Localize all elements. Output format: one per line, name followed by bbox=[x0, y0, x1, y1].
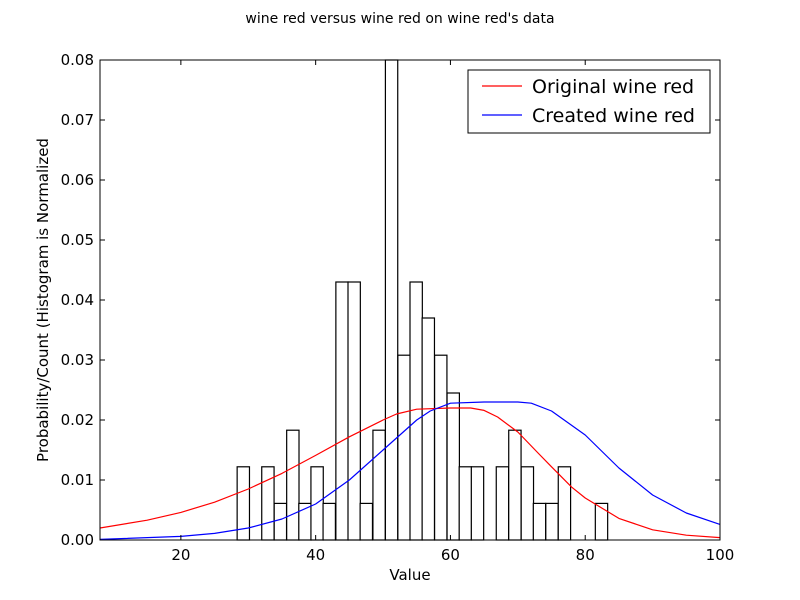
y-tick-label-2: 0.02 bbox=[61, 411, 94, 429]
y-tick-label-0: 0.00 bbox=[61, 531, 94, 549]
x-tick-label-40: 40 bbox=[306, 546, 325, 564]
histogram-bar-2 bbox=[273, 502, 288, 541]
histogram-bar-16 bbox=[446, 392, 460, 541]
y-axis: 0.00 0.01 0.02 0.03 0.04 0.05 0.06 0.07 0.08 bbox=[61, 51, 720, 549]
legend: Original wine red Created wine red bbox=[467, 69, 711, 134]
histogram-bar-8 bbox=[347, 281, 361, 541]
series-lines bbox=[99, 401, 721, 540]
histogram-bar-15 bbox=[433, 354, 448, 541]
y-axis-label: Probability/Count (Histogram is Normaliz… bbox=[34, 138, 52, 462]
y-tick-label-4: 0.04 bbox=[61, 291, 94, 309]
histogram-bar-24 bbox=[557, 466, 572, 541]
histogram-bar-23 bbox=[545, 502, 559, 541]
series-line-created-wine-red bbox=[99, 401, 721, 540]
x-tick-label-60: 60 bbox=[441, 546, 460, 564]
histogram-bar-21 bbox=[520, 466, 535, 541]
histogram-bar-6 bbox=[322, 502, 336, 541]
histogram-bar-9 bbox=[359, 502, 374, 541]
y-tick-label-3: 0.03 bbox=[61, 351, 94, 369]
y-tick-label-6: 0.06 bbox=[61, 171, 94, 189]
histogram-bar-13 bbox=[409, 281, 423, 541]
histogram-bar-10 bbox=[372, 429, 386, 541]
histogram-bar-22 bbox=[532, 502, 547, 541]
legend-frame bbox=[467, 69, 711, 134]
y-tick-label-5: 0.05 bbox=[61, 231, 94, 249]
histogram-bar-14 bbox=[421, 317, 436, 541]
histogram-bar-25 bbox=[594, 502, 609, 541]
histogram-bar-17 bbox=[458, 466, 473, 541]
histogram-bar-20 bbox=[508, 429, 522, 541]
histogram-bar-3 bbox=[286, 429, 300, 541]
legend-label-original-wine-red: Original wine red bbox=[532, 76, 694, 98]
series-line-original-wine-red bbox=[99, 407, 721, 539]
x-tick-label-20: 20 bbox=[171, 546, 190, 564]
x-tick-label-80: 80 bbox=[576, 546, 595, 564]
histogram-bar-19 bbox=[495, 466, 510, 541]
x-axis-label: Value bbox=[389, 566, 430, 584]
histogram-bar-12 bbox=[397, 354, 411, 541]
y-tick-label-8: 0.08 bbox=[61, 51, 94, 69]
x-tick-label-100: 100 bbox=[706, 546, 735, 564]
y-tick-label-7: 0.07 bbox=[61, 111, 94, 129]
histogram-bar-18 bbox=[470, 466, 485, 541]
histogram-bar-7 bbox=[335, 281, 349, 541]
legend-label-created-wine-red: Created wine red bbox=[532, 105, 695, 127]
y-tick-label-1: 0.01 bbox=[61, 471, 94, 489]
x-axis: 20 40 60 80 100 bbox=[171, 60, 734, 564]
histogram-bar-11 bbox=[384, 59, 399, 541]
chart-title: wine red versus wine red on wine red's d… bbox=[245, 11, 554, 27]
